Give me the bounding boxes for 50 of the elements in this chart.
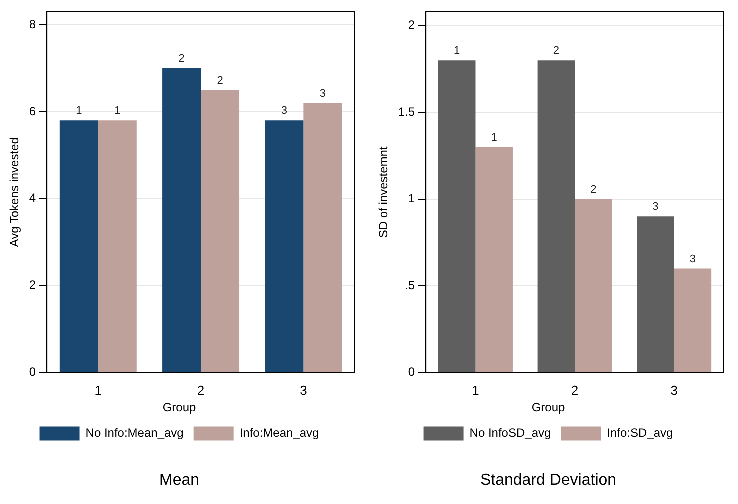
annotation: 2 <box>178 53 185 66</box>
x-tick-label: 3 <box>300 383 308 398</box>
y-tick-label: 6 <box>29 104 36 118</box>
x-tick-label: 2 <box>571 383 579 398</box>
legend-label: No InfoSD_avg <box>470 426 552 440</box>
annotation: 1 <box>491 132 498 144</box>
bar <box>162 68 202 372</box>
bar <box>674 268 712 372</box>
legend-title: Group <box>532 400 566 415</box>
bar <box>60 120 98 372</box>
annotation: 2 <box>217 74 224 87</box>
y-axis-title: Avg Tokens invested <box>8 138 22 248</box>
bar <box>637 216 674 372</box>
annotation: 1 <box>454 45 460 58</box>
y-tick-label: .5 <box>405 278 416 292</box>
bar <box>98 120 137 372</box>
y-tick-label: 2 <box>29 278 36 292</box>
bar <box>476 147 513 372</box>
x-tick-label: 3 <box>670 383 678 398</box>
annotation: 3 <box>281 105 288 118</box>
annotation: 3 <box>690 253 696 266</box>
bar <box>304 103 342 372</box>
y-tick-label: 0 <box>29 365 36 380</box>
legend-label: Info:Mean_avg <box>240 426 320 440</box>
bar <box>575 199 612 372</box>
bar <box>438 60 476 372</box>
annotation: 2 <box>553 45 560 58</box>
bar <box>201 90 240 372</box>
legend-label: Info:SD_avg <box>607 426 674 440</box>
text: Standard Deviation <box>480 472 617 489</box>
legend-title: Group <box>162 400 196 415</box>
annotation: 3 <box>652 201 659 214</box>
y-tick-label: 4 <box>29 191 36 206</box>
y-tick-label: 2 <box>408 18 416 32</box>
annotation: 1 <box>76 105 82 118</box>
y-tick-label: 1.5 <box>398 104 416 119</box>
annotation: 1 <box>114 105 121 118</box>
y-tick-label: 1 <box>408 192 416 206</box>
x-tick-label: 2 <box>197 383 205 398</box>
annotation: 2 <box>590 184 597 196</box>
x-tick-label: 1 <box>472 383 480 398</box>
y-axis-title: SD of investemnt <box>376 146 391 238</box>
y-tick-label: 0 <box>408 365 416 380</box>
x-tick-label: 1 <box>94 383 102 398</box>
annotation: 3 <box>320 88 326 100</box>
y-tick-label: 8 <box>29 17 36 32</box>
bar <box>265 120 304 372</box>
legend-label: No Info:Mean_avg <box>86 426 184 440</box>
bar <box>538 60 576 372</box>
text: Mean <box>159 472 200 489</box>
